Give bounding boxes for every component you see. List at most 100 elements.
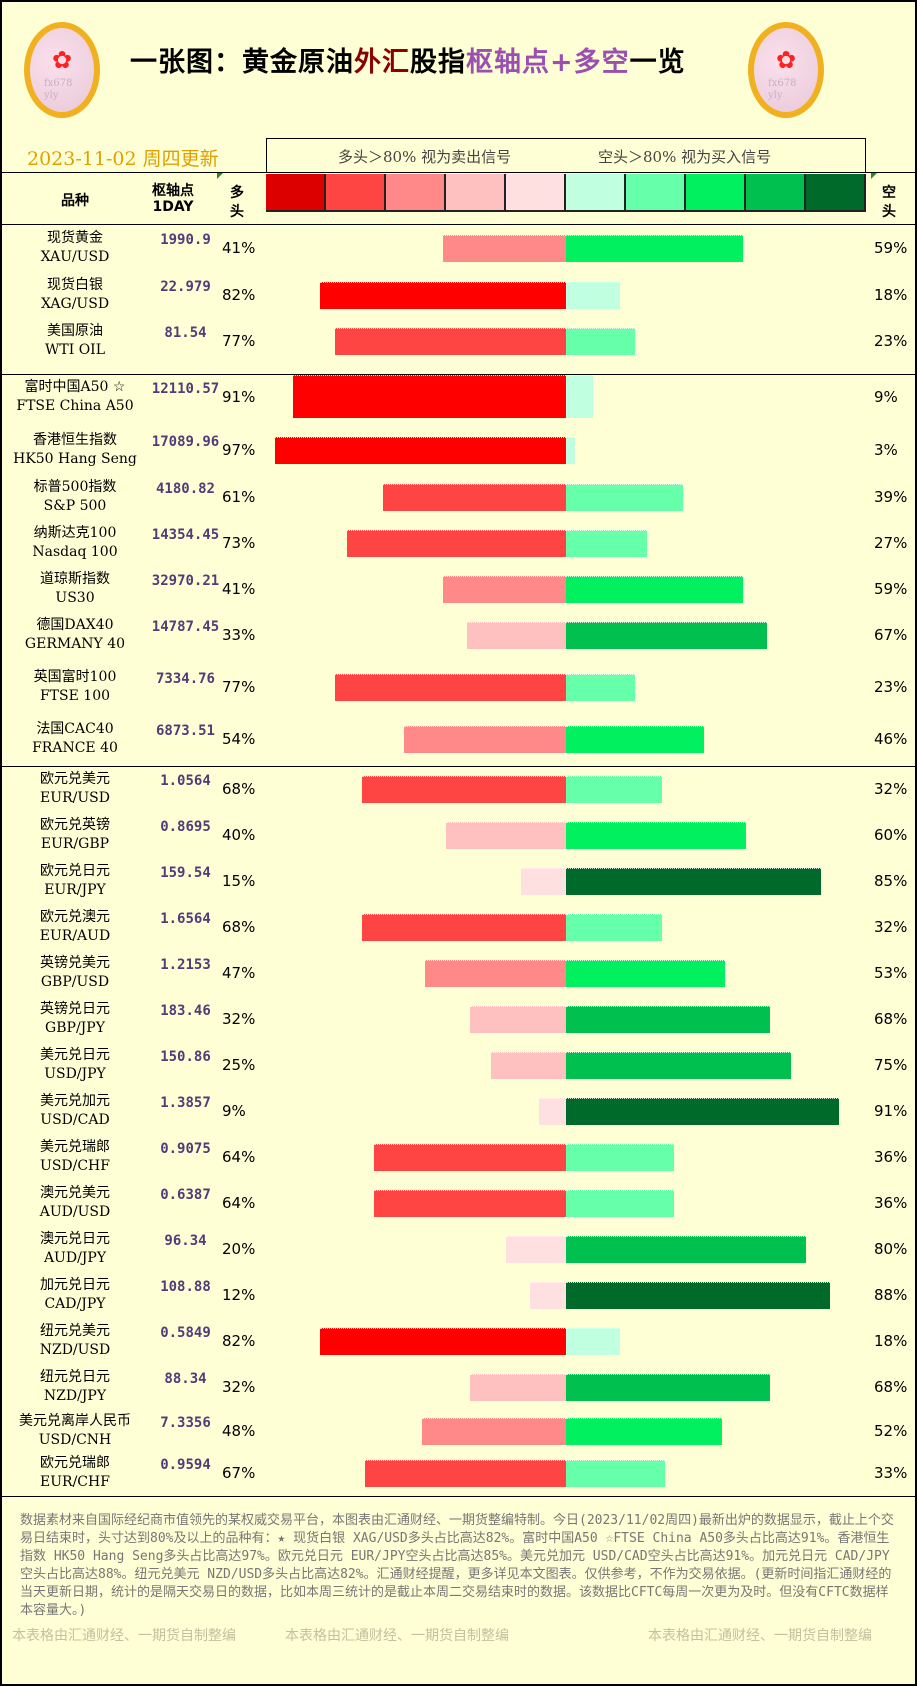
legend-color-scale xyxy=(266,174,866,212)
instrument-symbol: FTSE China A50 xyxy=(16,398,134,414)
bear-bar xyxy=(566,914,662,941)
pivot-value: 7334.76 xyxy=(155,671,215,687)
bear-bar xyxy=(566,776,662,803)
pivot-value: 22.979 xyxy=(160,279,211,295)
instrument-symbol: FTSE 100 xyxy=(39,688,111,704)
bull-percent: 77% xyxy=(222,678,256,696)
page-title: 一张图：黄金原油外汇股指枢轴点+多空一览 xyxy=(130,40,686,79)
instrument-name-cn: 美元兑瑞郎 xyxy=(40,1139,110,1155)
bear-bar xyxy=(566,1460,665,1487)
bull-percent: 64% xyxy=(222,1194,256,1212)
instrument-symbol: US30 xyxy=(55,590,95,606)
bear-bar xyxy=(566,1190,674,1217)
legend-color-cell xyxy=(686,174,746,210)
bear-bar xyxy=(566,484,683,511)
instrument-name-cn: 纽元兑日元 xyxy=(40,1369,110,1385)
pivot-value: 0.9075 xyxy=(160,1141,211,1157)
col-header-bear: 空头 xyxy=(882,185,896,220)
bear-percent: 33% xyxy=(874,1464,908,1482)
instrument-name-cn: 澳元兑日元 xyxy=(40,1231,110,1247)
bear-percent: 59% xyxy=(874,580,908,598)
pivot-value: 1.6564 xyxy=(160,911,211,927)
bear-bar xyxy=(566,868,821,895)
bear-percent: 60% xyxy=(874,826,908,844)
instrument-symbol: XAG/USD xyxy=(40,296,110,312)
instrument-symbol: EUR/USD xyxy=(40,790,110,806)
col-header-pivot: 枢轴点 xyxy=(152,183,194,199)
bull-percent: 91% xyxy=(222,388,256,406)
bull-bar xyxy=(404,726,566,753)
footer: 数据素材来自国际经纪商市值领先的某权威交易平台，本图表由汇通财经、一期货整编特制… xyxy=(12,1512,900,1646)
bear-percent: 32% xyxy=(874,780,908,798)
instrument-name-cn: 英镑兑美元 xyxy=(40,955,110,971)
bull-percent: 64% xyxy=(222,1148,256,1166)
pivot-value: 1.2153 xyxy=(160,957,211,973)
bull-percent: 20% xyxy=(222,1240,256,1258)
bull-percent: 77% xyxy=(222,332,256,350)
bull-percent: 41% xyxy=(222,239,256,257)
instrument-symbol: EUR/JPY xyxy=(44,882,106,898)
instrument-symbol: USD/CHF xyxy=(40,1158,110,1174)
instrument-symbol: WTI OIL xyxy=(44,342,105,358)
instrument-name-cn: 美国原油 xyxy=(47,323,103,339)
bull-percent: 54% xyxy=(222,730,256,748)
legend-bull-note: 多头＞80% 视为卖出信号 xyxy=(338,148,512,166)
bull-percent: 48% xyxy=(222,1422,256,1440)
bear-bar xyxy=(566,282,620,309)
legend-color-cell xyxy=(386,174,446,210)
bear-percent: 68% xyxy=(874,1378,908,1396)
bull-bar xyxy=(374,1144,566,1171)
bear-percent: 46% xyxy=(874,730,908,748)
pivot-value: 1990.9 xyxy=(160,232,211,248)
instrument-symbol: CAD/JPY xyxy=(44,1296,106,1312)
bull-percent: 15% xyxy=(222,872,256,890)
instrument-name-cn: 欧元兑英镑 xyxy=(40,817,110,833)
pivot-value: 96.34 xyxy=(164,1233,207,1249)
pivot-value: 17089.96 xyxy=(151,434,220,450)
bear-bar xyxy=(566,328,635,355)
bull-percent: 97% xyxy=(222,441,256,459)
bull-bar xyxy=(383,484,566,511)
bull-bar xyxy=(530,1282,566,1309)
pivot-value: 7.3356 xyxy=(160,1415,211,1431)
instrument-name-cn: 英国富时100 xyxy=(33,669,117,685)
pivot-value: 81.54 xyxy=(164,325,207,341)
bull-bar xyxy=(539,1098,566,1125)
bull-bar xyxy=(362,776,566,803)
bear-bar xyxy=(566,1144,674,1171)
bear-percent: 39% xyxy=(874,488,908,506)
watermark: 本表格由汇通财经、一期货自制整编 xyxy=(12,1628,236,1644)
bull-percent: 41% xyxy=(222,580,256,598)
instrument-symbol: USD/CAD xyxy=(40,1112,110,1128)
bull-percent: 67% xyxy=(222,1464,256,1482)
legend-color-cell xyxy=(326,174,386,210)
legend-box xyxy=(266,138,866,172)
title-part: 枢轴点+多空 xyxy=(466,47,630,78)
bear-percent: 18% xyxy=(874,1332,908,1350)
bull-percent: 47% xyxy=(222,964,256,982)
bull-bar xyxy=(275,437,566,464)
bull-bar xyxy=(491,1052,566,1079)
bull-bar xyxy=(422,1418,566,1445)
pivot-value: 88.34 xyxy=(164,1371,207,1387)
bull-bar xyxy=(335,674,566,701)
instrument-name-cn: 澳元兑美元 xyxy=(40,1185,110,1201)
bear-percent: 36% xyxy=(874,1194,908,1212)
instrument-name-cn: 欧元兑日元 xyxy=(40,863,110,879)
bull-percent: 82% xyxy=(222,1332,256,1350)
pivot-value: 1.3857 xyxy=(160,1095,211,1111)
instrument-symbol: NZD/JPY xyxy=(43,1388,107,1404)
bear-bar xyxy=(566,1052,791,1079)
instrument-name-cn: 标普500指数 xyxy=(33,479,117,495)
pivot-value: 12110.57 xyxy=(151,381,220,397)
legend-color-cell xyxy=(566,174,626,210)
pivot-value: 108.88 xyxy=(160,1279,211,1295)
instrument-name-cn: 富时中国A50 ☆ xyxy=(24,379,126,395)
logo-left: ✿ fx678 yly xyxy=(24,22,100,118)
corner-marker-icon xyxy=(217,173,223,179)
pivot-value: 14787.45 xyxy=(151,619,220,635)
bear-bar xyxy=(566,235,743,262)
bull-bar xyxy=(467,622,566,649)
bear-percent: 18% xyxy=(874,286,908,304)
